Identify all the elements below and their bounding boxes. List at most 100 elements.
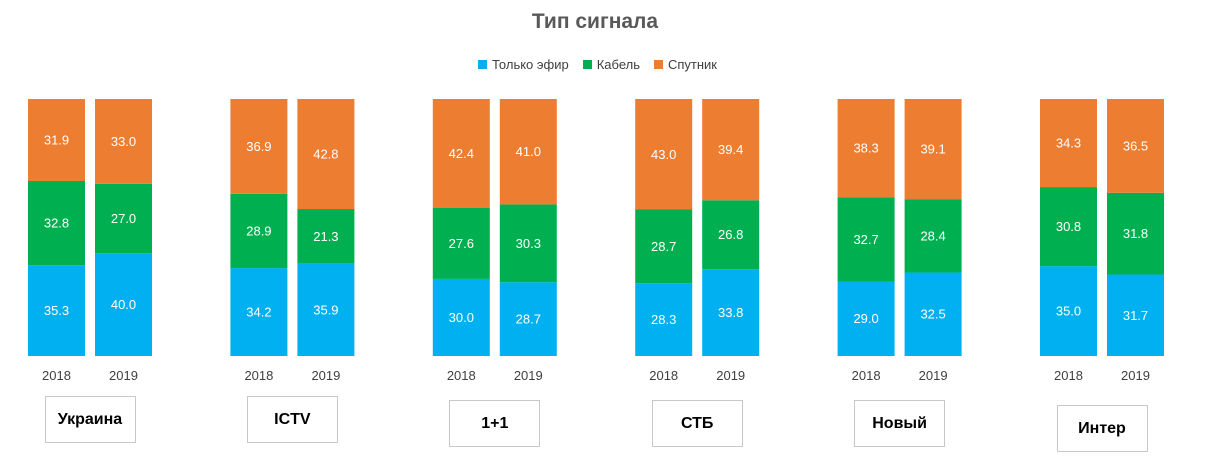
legend-entry-satellite: Спутник	[653, 57, 717, 72]
bar-segment-air	[1107, 274, 1164, 356]
data-label-cable: 27.6	[449, 236, 474, 251]
year-tick-label: 2019	[514, 368, 543, 383]
data-label-cable: 28.7	[651, 239, 676, 254]
year-tick-label: 2019	[716, 368, 745, 383]
data-label-cable: 28.4	[920, 228, 945, 243]
data-label-air: 33.8	[718, 305, 743, 320]
bar-segment-air	[499, 282, 557, 356]
data-label-air: 28.7	[516, 312, 541, 327]
year-tick-label: 2018	[447, 368, 476, 383]
year-tick-label: 2019	[1121, 368, 1150, 383]
bar-segment-satellite	[95, 99, 152, 184]
data-label-cable: 26.8	[718, 227, 743, 242]
bar-segment-air	[837, 281, 895, 356]
chart-title: Тип сигнала	[531, 10, 659, 33]
data-label-satellite: 38.3	[853, 141, 878, 156]
year-tick-label: 2018	[244, 368, 273, 383]
year-tick-label: 2019	[109, 368, 138, 383]
legend-swatch-cable	[582, 60, 592, 69]
legend-entry-cable: Кабель	[582, 57, 640, 72]
data-label-satellite: 36.5	[1123, 138, 1148, 153]
data-label-cable: 32.8	[44, 216, 69, 231]
group-label-box: Новый	[854, 400, 946, 447]
data-label-satellite: 39.1	[920, 142, 945, 157]
legend-label-cable: Кабель	[596, 57, 640, 72]
bar-segment-satellite	[635, 99, 693, 210]
year-tick-label: 2019	[311, 368, 340, 383]
data-label-cable: 32.7	[853, 232, 878, 247]
bar-segment-cable	[837, 197, 895, 282]
bar-segment-satellite	[702, 99, 760, 201]
bar-segment-air	[1040, 266, 1097, 356]
bar-segment-cable	[432, 207, 490, 279]
data-label-satellite: 39.4	[718, 142, 743, 157]
bar-segment-air	[95, 253, 152, 356]
bar-segment-satellite	[1107, 99, 1164, 193]
data-label-satellite: 31.9	[44, 132, 69, 147]
data-label-cable: 31.8	[1123, 226, 1148, 241]
data-label-air: 28.3	[651, 312, 676, 327]
bar-segment-air	[28, 265, 85, 356]
bar-segment-cable	[1107, 192, 1164, 275]
group-label-box: Украина	[44, 396, 136, 443]
data-label-cable: 21.3	[313, 229, 338, 244]
data-label-satellite: 33.0	[111, 134, 136, 149]
data-label-air: 35.9	[313, 302, 338, 317]
legend-label-air: Только эфир	[491, 57, 569, 72]
data-label-cable: 30.3	[516, 236, 541, 251]
bar-segment-satellite	[297, 99, 355, 209]
year-tick-label: 2018	[1054, 368, 1083, 383]
group-label-box: 1+1	[449, 400, 541, 447]
bar-segment-air	[702, 269, 760, 356]
data-label-air: 29.0	[853, 311, 878, 326]
year-tick-label: 2018	[852, 368, 881, 383]
data-label-air: 34.2	[246, 305, 271, 320]
data-label-air: 35.3	[44, 303, 69, 318]
year-tick-label: 2018	[42, 368, 71, 383]
data-label-air: 31.7	[1123, 308, 1148, 323]
year-tick-label: 2019	[919, 368, 948, 383]
year-tick-label: 2018	[649, 368, 678, 383]
bar-segment-cable	[635, 209, 693, 284]
data-label-air: 30.0	[449, 310, 474, 325]
bar-segment-cable	[702, 200, 760, 270]
bar-segment-cable	[499, 204, 557, 283]
data-label-cable: 27.0	[111, 211, 136, 226]
data-label-satellite: 34.3	[1056, 136, 1081, 151]
bar-segment-cable	[1040, 187, 1097, 267]
bar-segment-air	[230, 268, 288, 356]
group-label-box: Интер	[1056, 405, 1148, 452]
bar-segment-air	[635, 283, 693, 356]
data-label-air: 35.0	[1056, 304, 1081, 319]
legend-label-satellite: Спутник	[667, 57, 717, 72]
data-label-satellite: 43.0	[651, 147, 676, 162]
bar-segment-cable	[297, 208, 355, 264]
data-label-satellite: 41.0	[516, 144, 541, 159]
data-label-cable: 30.8	[1056, 219, 1081, 234]
bar-segment-satellite	[28, 99, 85, 181]
bar-segment-air	[297, 263, 355, 356]
bar-segment-satellite	[499, 99, 557, 205]
bar-segment-satellite	[1040, 99, 1097, 188]
bar-segment-satellite	[837, 99, 895, 198]
bar-segment-cable	[230, 193, 288, 269]
data-label-cable: 28.9	[246, 223, 271, 238]
legend-entry-air: Только эфир	[477, 57, 569, 72]
group-label-box: СТБ	[651, 400, 743, 447]
bar-segment-air	[904, 272, 962, 356]
legend-swatch-satellite	[653, 60, 663, 69]
bar-segment-air	[432, 278, 490, 356]
data-label-air: 32.5	[920, 307, 945, 322]
bar-segment-cable	[95, 183, 152, 254]
bar-segment-cable	[904, 199, 962, 273]
legend: Только эфир Кабель Спутник	[0, 57, 1195, 72]
bar-segment-satellite	[230, 99, 288, 194]
data-label-satellite: 36.9	[246, 139, 271, 154]
bar-segment-satellite	[432, 99, 490, 208]
legend-swatch-air	[477, 60, 487, 69]
bar-segment-cable	[28, 180, 85, 266]
data-label-air: 40.0	[111, 297, 136, 312]
data-label-satellite: 42.4	[449, 146, 474, 161]
data-label-satellite: 42.8	[313, 146, 338, 161]
